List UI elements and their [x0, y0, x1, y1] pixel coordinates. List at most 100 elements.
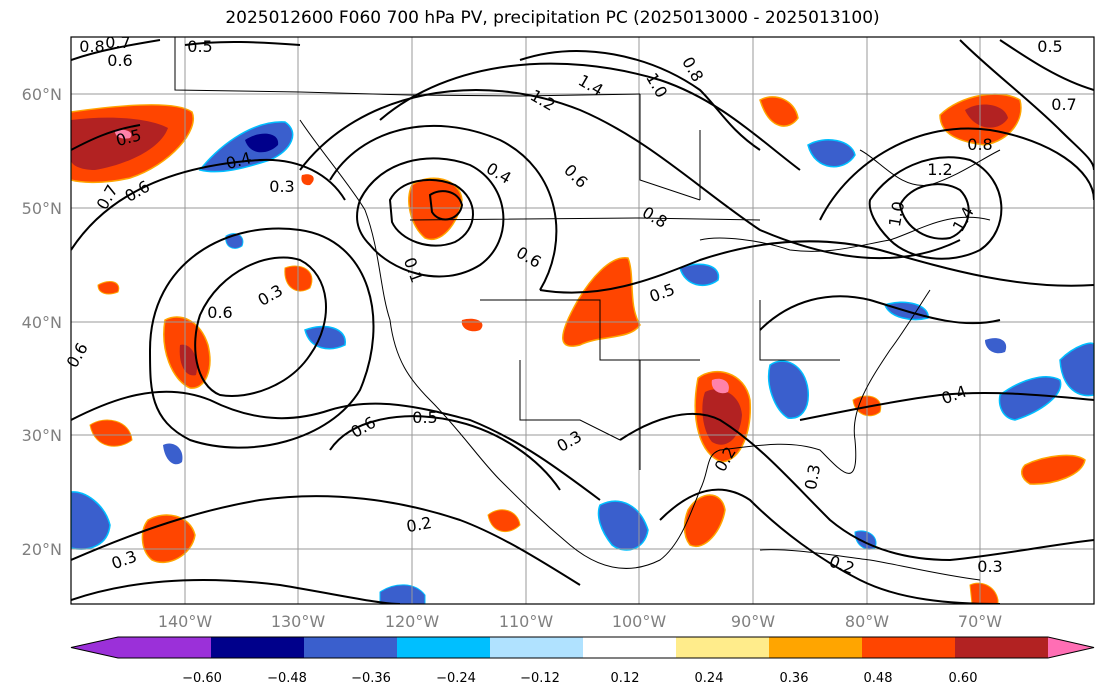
contour-label: 0.5: [647, 280, 677, 307]
precip-anomaly-positive: [683, 494, 726, 548]
contour-label: 0.6: [107, 51, 132, 70]
contour-label: 0.8: [967, 135, 992, 154]
precip-anomaly-positive: [1020, 454, 1086, 485]
contour-label: 1.0: [642, 69, 671, 101]
precip-anomaly-negative: [163, 443, 183, 465]
colorbar-segment: [304, 637, 398, 658]
contour-label: 0.7: [105, 33, 130, 52]
precip-anomaly-positive: [969, 582, 999, 604]
lat-label-50n: 50°N: [22, 199, 62, 218]
colorbar-tick: 0.36: [780, 671, 809, 686]
precip-anomaly-negative: [985, 338, 1007, 354]
contour-label: 0.7: [1051, 95, 1076, 114]
precip-anomaly-negative: [304, 325, 346, 350]
contour-label: 0.4: [483, 159, 515, 188]
colorbar-segment: [118, 637, 212, 658]
colorbar-tick: 0.48: [864, 671, 893, 686]
precip-anomaly-strong: [965, 104, 1008, 128]
precip-anomaly-strong: [702, 389, 742, 445]
contour-label: 0.5: [1037, 37, 1062, 56]
contour-label: 0.2: [827, 552, 857, 579]
lat-label-40n: 40°N: [22, 313, 62, 332]
contour-label: 0.6: [121, 177, 153, 206]
precip-anomaly-negative: [1059, 342, 1094, 397]
colorbar-tick: 0.24: [695, 671, 724, 686]
lon-label-140w: 140°W: [158, 612, 213, 631]
lon-label-90w: 90°W: [731, 612, 775, 631]
contour-label: 0.1: [400, 255, 427, 285]
colorbar-tick-labels: −0.60 −0.48 −0.36 −0.24 −0.12 0.12 0.24 …: [182, 671, 977, 686]
contour-label: 0.8: [678, 53, 707, 85]
colorbar-tick: −0.60: [182, 671, 222, 686]
colorbar-segment: [862, 637, 956, 658]
colorbar-tick: 0.12: [611, 671, 640, 686]
lat-label-30n: 30°N: [22, 426, 62, 445]
contour-label: 0.8: [639, 203, 671, 232]
contour-label: 0.3: [269, 177, 294, 196]
precip-anomaly-positive: [759, 96, 799, 127]
precip-anomaly-positive: [97, 281, 120, 295]
contour-label: 0.3: [977, 557, 1002, 576]
precip-anomaly-negative: [71, 491, 111, 550]
coastlines: [174, 37, 1001, 581]
plot-title: 2025012600 F060 700 hPa PV, precipitatio…: [225, 8, 880, 28]
precip-anomaly-strong-negative: [245, 133, 279, 153]
contour-label: 0.3: [254, 281, 286, 310]
colorbar-segment: [676, 637, 770, 658]
precip-anomaly-negative: [597, 500, 649, 551]
graticule: [71, 37, 1094, 604]
colorbar-segment: [490, 637, 584, 658]
colorbar-segment: [955, 637, 1049, 658]
colorbar-tick: −0.36: [351, 671, 391, 686]
precip-anomaly-peak: [114, 129, 132, 139]
precip-anomaly-positive: [461, 318, 483, 332]
lon-label-110w: 110°W: [499, 612, 554, 631]
colorbar-segment: [397, 637, 491, 658]
precip-anomaly-negative: [807, 139, 856, 168]
precip-anomaly-negative: [679, 263, 720, 287]
precip-anomaly-peak: [711, 378, 729, 394]
precip-anomaly-positive: [562, 257, 641, 347]
precip-anomaly-positive: [89, 419, 133, 447]
contour-label: 0.6: [63, 339, 92, 371]
colorbar-extend-min: [71, 637, 118, 658]
lon-label-120w: 120°W: [385, 612, 440, 631]
contour-label: 0.3: [553, 427, 585, 456]
precipitation-fill-layer: [71, 93, 1094, 604]
contour-label: 1.2: [927, 160, 952, 179]
contour-label: 0.6: [513, 243, 545, 272]
lon-label-80w: 80°W: [845, 612, 889, 631]
colorbar: [70, 636, 1095, 659]
colorbar-segment: [769, 637, 863, 658]
contour-label: 0.6: [347, 413, 379, 442]
contour-label: 0.2: [405, 513, 433, 536]
colorbar-tick: 0.60: [949, 671, 978, 686]
lon-label-70w: 70°W: [958, 612, 1002, 631]
colorbar-tick: −0.24: [436, 671, 476, 686]
contour-label: 0.4: [939, 382, 969, 409]
lat-label-60n: 60°N: [22, 85, 62, 104]
precip-anomaly-strong: [71, 117, 168, 170]
contour-label: 0.6: [207, 303, 232, 322]
latitude-labels: 60°N 50°N 40°N 30°N 20°N: [22, 85, 62, 559]
contour-label: 0.5: [187, 37, 212, 56]
contour-label: 0.3: [801, 463, 824, 491]
precip-anomaly-positive: [408, 177, 463, 241]
colorbar-tick: −0.48: [267, 671, 307, 686]
pv-contours: [71, 39, 1094, 604]
lon-label-100w: 100°W: [612, 612, 667, 631]
precip-anomaly-positive: [301, 174, 314, 186]
colorbar-outline: [70, 636, 1095, 659]
contour-label: 0.8: [79, 37, 104, 56]
contour-label: 0.6: [560, 160, 591, 191]
colorbar-segment: [211, 637, 305, 658]
longitude-labels: 140°W 130°W 120°W 110°W 100°W 90°W 80°W …: [158, 612, 1002, 631]
precip-anomaly-positive: [487, 509, 521, 533]
contour-label: 1.0: [885, 200, 908, 228]
contour-label: 0.3: [109, 547, 139, 574]
colorbar-segment: [583, 637, 677, 658]
precip-anomaly-negative: [379, 584, 426, 604]
precip-anomaly-negative: [998, 376, 1062, 421]
contour-label: 0.5: [412, 408, 437, 427]
